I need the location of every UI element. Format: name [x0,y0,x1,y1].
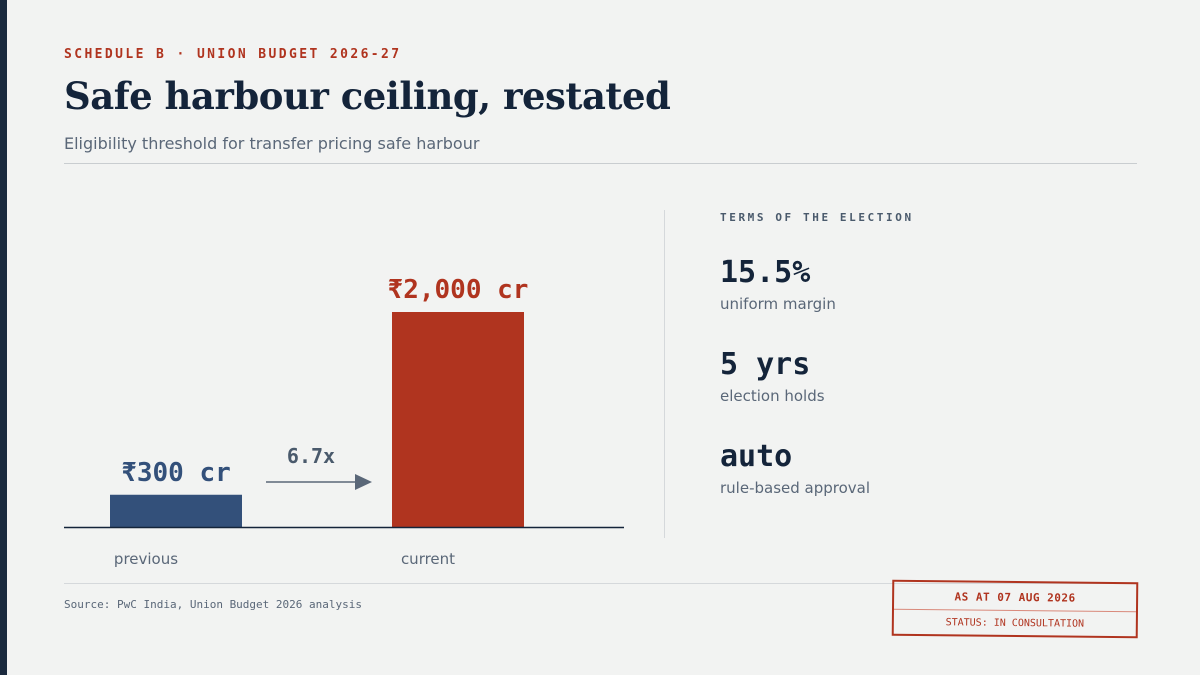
left-accent-rule [0,0,7,675]
term-desc: rule-based approval [720,479,871,497]
term-value: auto [720,439,793,474]
term-desc: uniform margin [720,295,836,313]
category-label-current: current [401,550,455,568]
vertical-divider [664,210,665,538]
stamp-date: AS AT 07 AUG 2026 [893,581,1137,613]
data-label-current: ₹2,000 cr [388,275,529,305]
ratio-arrow-head [355,474,372,490]
category-label-previous: previous [114,550,178,568]
status-stamp: AS AT 07 AUG 2026 STATUS: IN CONSULTATIO… [891,579,1139,639]
term-duration: 5 yrs election holds [720,347,825,406]
page-title: Safe harbour ceiling, restated [64,74,671,118]
term-value: 5 yrs [720,347,811,382]
footer-divider [64,583,1137,584]
data-label-previous: ₹300 cr [121,458,231,488]
stamp-status: STATUS: IN CONSULTATION [945,617,1085,630]
term-desc: election holds [720,387,825,405]
ratio-label: 6.7x [287,444,335,468]
header-divider [64,163,1137,164]
bar-previous [110,494,242,527]
bar-chart: ₹300 cr previous ₹2,000 cr current 6.7x [64,275,624,568]
source-note: Source: PwC India, Union Budget 2026 ana… [64,598,363,611]
term-approval: auto rule-based approval [720,439,871,498]
term-value: 15.5% [720,255,811,290]
bar-current [392,312,524,527]
terms-heading: TERMS OF THE ELECTION [720,211,914,224]
page-subtitle: Eligibility threshold for transfer prici… [64,134,480,153]
eyebrow: SCHEDULE B · UNION BUDGET 2026-27 [64,47,402,62]
term-margin: 15.5% uniform margin [720,255,836,314]
